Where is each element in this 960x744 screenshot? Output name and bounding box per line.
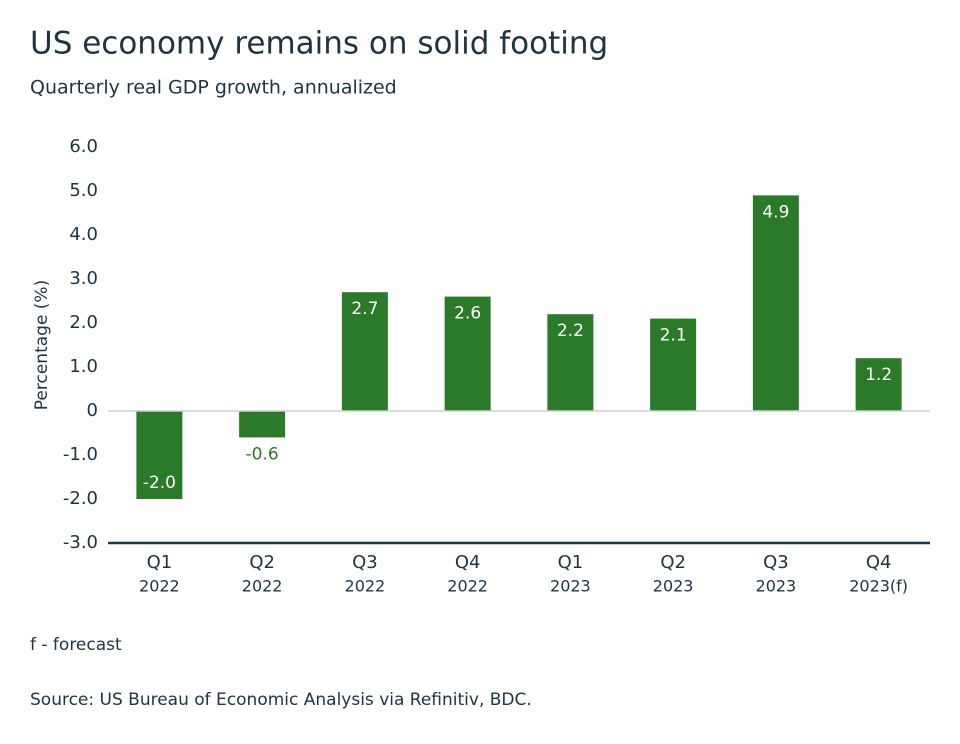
x-tick-label: Q3 xyxy=(763,552,789,573)
bar xyxy=(547,314,594,411)
y-tick-label: 2.0 xyxy=(69,312,98,333)
x-tick-label: 2023(f) xyxy=(849,577,908,596)
y-tick-label: 1.0 xyxy=(69,356,98,377)
chart-subtitle: Quarterly real GDP growth, annualized xyxy=(30,77,397,99)
x-tick-label: 2022 xyxy=(242,577,283,596)
y-tick-label: 4.0 xyxy=(69,224,98,245)
x-tick-label: 2022 xyxy=(447,577,488,596)
y-tick-label: -3.0 xyxy=(63,532,98,553)
y-tick-label: -2.0 xyxy=(63,488,98,509)
bar xyxy=(650,318,697,411)
x-tick-label: Q2 xyxy=(249,552,275,573)
data-label: 2.1 xyxy=(660,326,687,346)
y-axis-label: Percentage (%) xyxy=(32,280,52,410)
y-tick-label: -1.0 xyxy=(63,444,98,465)
y-tick-label: 0 xyxy=(87,400,98,421)
data-label: -2.0 xyxy=(143,473,176,493)
y-tick-label: 6.0 xyxy=(69,136,98,157)
data-label: 4.9 xyxy=(762,202,789,222)
x-tick-label: Q2 xyxy=(660,552,686,573)
x-tick-label: 2022 xyxy=(139,577,180,596)
x-tick-label: Q1 xyxy=(558,552,584,573)
x-tick-label: 2022 xyxy=(345,577,386,596)
y-tick-label: 3.0 xyxy=(69,268,98,289)
data-label: -0.6 xyxy=(246,444,279,464)
bar xyxy=(752,195,799,411)
x-tick-label: 2023 xyxy=(653,577,694,596)
bar xyxy=(444,296,491,411)
x-tick-label: Q3 xyxy=(352,552,378,573)
data-label: 2.6 xyxy=(454,304,481,324)
x-tick-label: 2023 xyxy=(550,577,591,596)
bar xyxy=(855,358,902,411)
data-label: 2.2 xyxy=(557,321,584,341)
x-tick-label: Q4 xyxy=(866,552,892,573)
x-tick-label: 2023 xyxy=(756,577,797,596)
footnote: f - forecast xyxy=(30,635,122,655)
chart-title: US economy remains on solid footing xyxy=(30,26,608,62)
y-tick-label: 5.0 xyxy=(69,180,98,201)
bar xyxy=(136,411,183,499)
data-label: 1.2 xyxy=(865,365,892,385)
bar xyxy=(239,411,286,438)
data-label: 2.7 xyxy=(351,299,378,319)
x-tick-label: Q4 xyxy=(455,552,481,573)
x-tick-label: Q1 xyxy=(147,552,173,573)
source: Source: US Bureau of Economic Analysis v… xyxy=(30,690,532,710)
bar xyxy=(341,292,388,411)
